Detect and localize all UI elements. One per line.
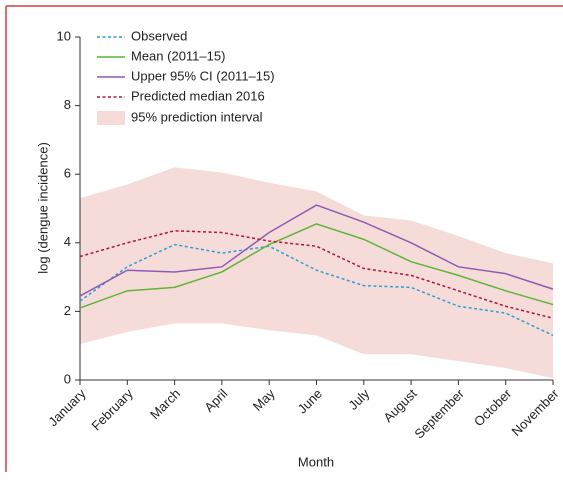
x-tick-label: July [345,386,372,413]
x-tick-label: May [250,386,278,414]
x-axis-label: Month [298,454,334,469]
y-axis-label: log (dengue incidence) [35,142,50,274]
legend-label: Upper 95% CI (2011–15) [131,68,275,83]
series-line [79,243,554,337]
legend-label: 95% prediction interval [131,109,263,124]
series-line [79,230,554,319]
x-tick-label: March [147,386,183,422]
x-tick-label: January [45,386,89,430]
legend-label: Predicted median 2016 [131,88,265,103]
series-line [79,223,554,309]
y-tick-label: 8 [64,97,71,112]
legend-label: Observed [131,28,187,43]
y-tick-label: 6 [64,166,71,181]
x-tick-label: February [88,386,136,434]
x-tick-label: September [411,385,467,441]
x-tick-label: August [380,386,419,425]
prediction-band [80,167,553,379]
x-tick-label: October [471,385,515,429]
y-tick-label: 10 [57,28,71,43]
x-tick-label: November [509,385,562,438]
x-tick-label: June [295,386,326,417]
y-tick-label: 0 [64,371,71,386]
legend-label: Mean (2011–15) [131,48,225,63]
x-tick-label: April [201,386,230,415]
legend-swatch [97,111,125,125]
plot: 0 2 4 6 8 10 January February March April May June J… [45,28,562,441]
series-line [79,204,554,297]
y-tick-label: 2 [64,303,71,318]
y-tick-label: 4 [64,234,71,249]
